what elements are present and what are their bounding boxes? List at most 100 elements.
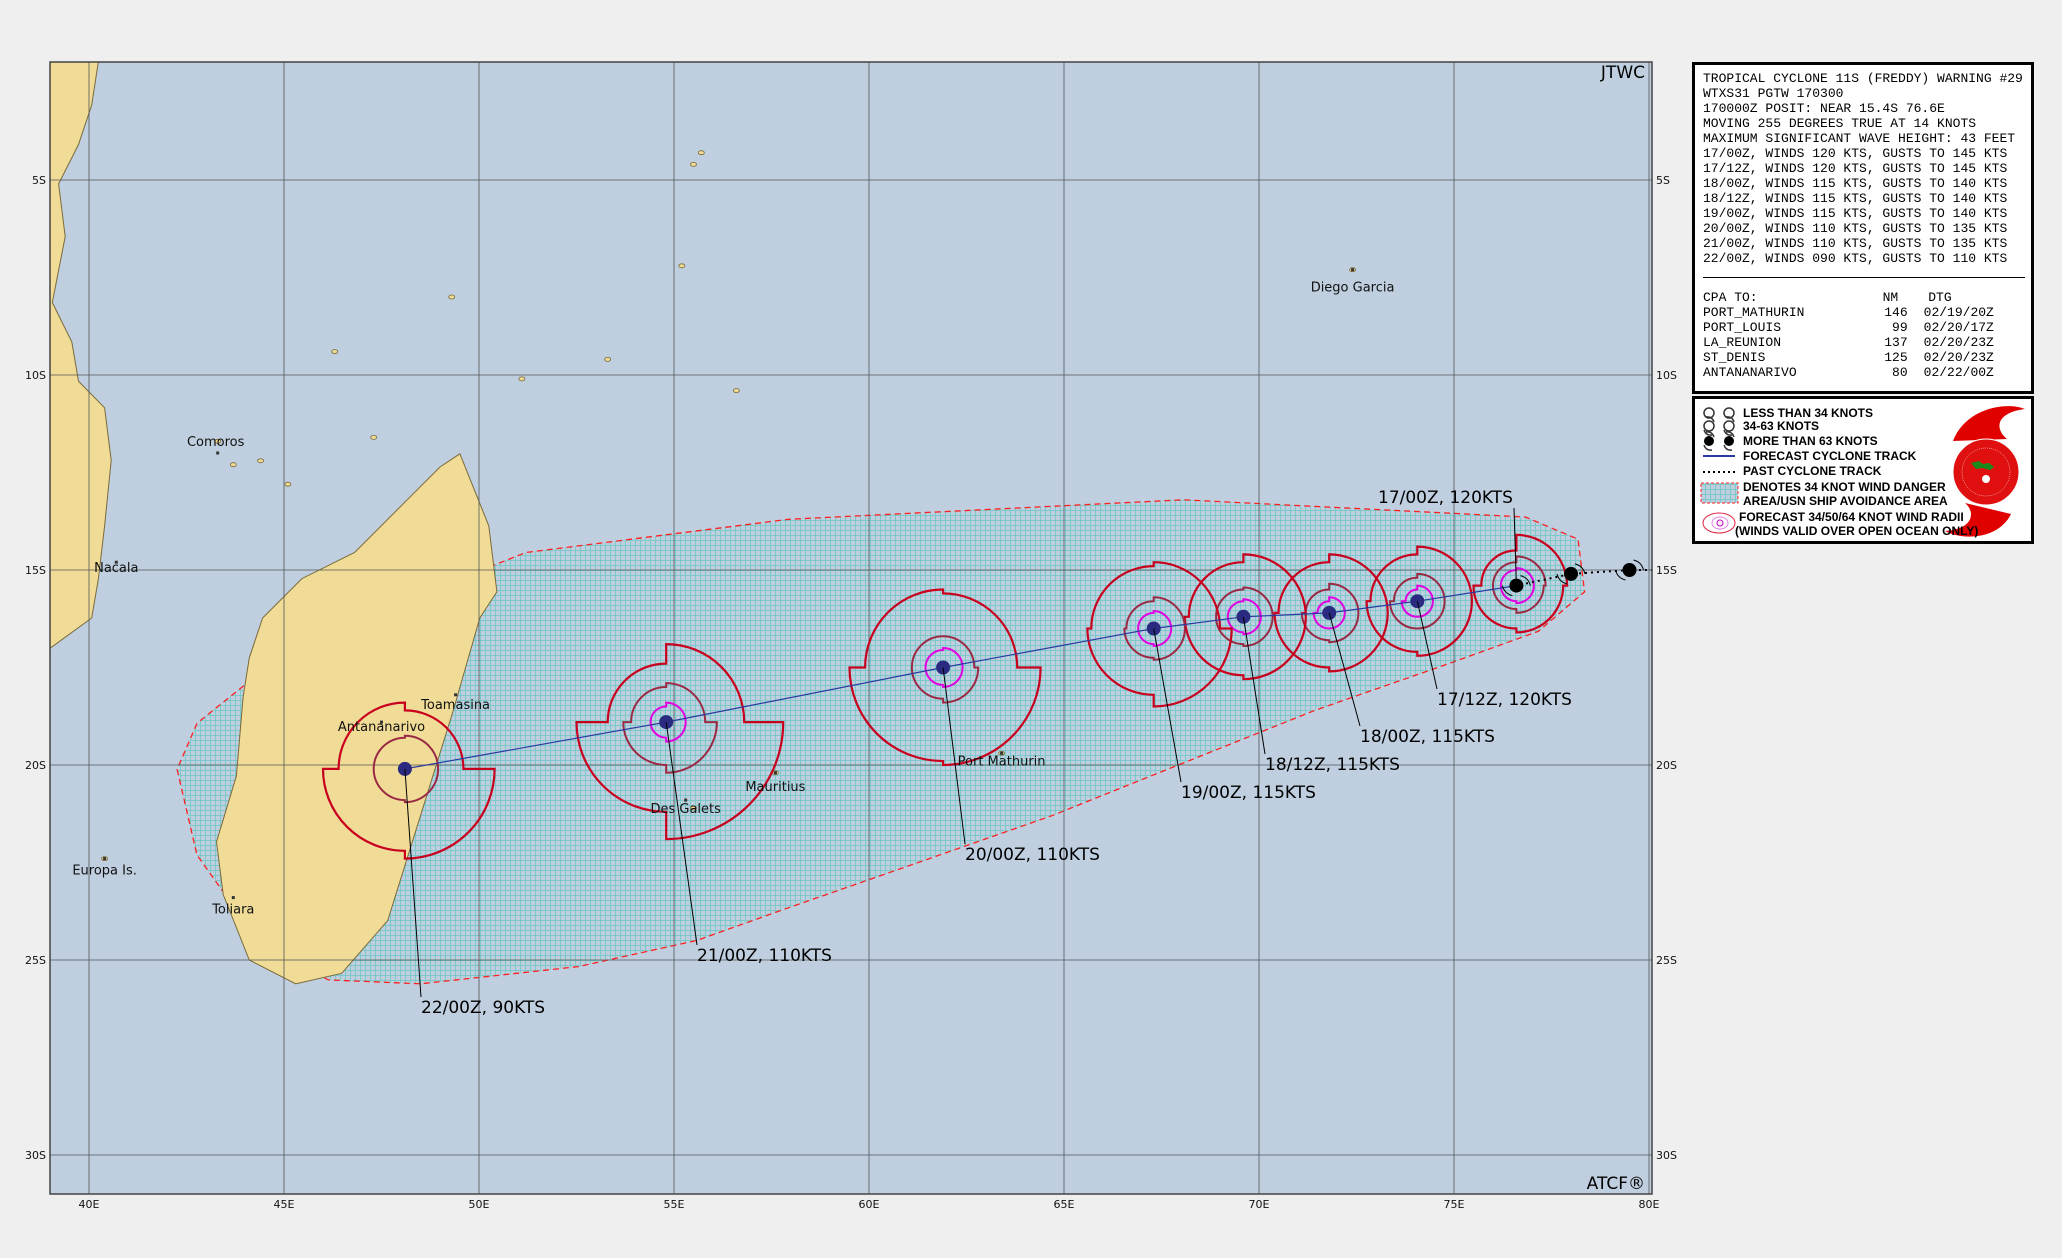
- island: [214, 438, 222, 444]
- warning-lines: TROPICAL CYCLONE 11S (FREDDY) WARNING #2…: [1703, 71, 2023, 266]
- lat-tick-label-right: 10S: [1656, 369, 1677, 382]
- legend-symbols: [1700, 406, 2025, 537]
- lon-tick-label: 65E: [1054, 1198, 1075, 1211]
- r34-wind-radius: [1183, 553, 1307, 681]
- lat-tick-label: 25S: [25, 954, 46, 967]
- r50-wind-radius: [910, 635, 980, 704]
- warning-line: 17/12Z, WINDS 120 KTS, GUSTS TO 145 KTS: [1703, 161, 2008, 176]
- cpa-to: PORT_MATHURIN: [1703, 305, 1805, 320]
- place-label: Nacala: [94, 561, 138, 576]
- r64-wind-radius: [1226, 598, 1262, 636]
- forecast-label: 18/12Z, 115KTS: [1265, 755, 1400, 775]
- place-label: Comoros: [187, 435, 245, 450]
- 34-63-knots-icon: [1703, 416, 1735, 436]
- cpa-list: PORT_MATHURIN 146 02/19/20Z PORT_LOUIS 99 02/…: [1703, 305, 2023, 380]
- africa-coast: [50, 62, 112, 649]
- cpa-dtg: 02/20/23Z: [1923, 335, 1994, 350]
- leader-line: [1153, 628, 1182, 783]
- legend-less-34: LESS THAN 34 KNOTS: [1743, 406, 1874, 420]
- r64-wind-radius: [1400, 584, 1434, 618]
- lat-tick-label-right: 15S: [1656, 564, 1677, 577]
- place-label: Des Galets: [650, 802, 721, 817]
- legend: LESS THAN 34 KNOTS 34-63 KNOTS MORE THAN…: [1692, 396, 2034, 544]
- r50-wind-radius: [1215, 586, 1274, 648]
- r50-wind-radius: [622, 682, 718, 774]
- place-marker: [380, 720, 383, 724]
- lat-tick-label: 5S: [32, 174, 46, 187]
- forecast-label: 22/00Z, 90KTS: [421, 998, 545, 1018]
- r64-wind-radius: [1137, 609, 1173, 648]
- cpa-row: ST_DENIS 125 02/20/23Z: [1703, 350, 2023, 365]
- r50-wind-radius: [372, 734, 440, 804]
- place-marker: [454, 693, 458, 697]
- island: [697, 150, 705, 156]
- r34-wind-radius: [1472, 533, 1569, 634]
- place-label: Mauritius: [745, 780, 805, 795]
- r34-wind-radius: [1365, 545, 1474, 657]
- warning-line: MOVING 255 DEGREES TRUE AT 14 KNOTS: [1703, 116, 1977, 131]
- warning-line: 22/00Z, WINDS 090 KTS, GUSTS TO 110 KTS: [1703, 251, 2008, 266]
- cpa-to: PORT_LOUIS: [1703, 320, 1782, 335]
- island: [284, 481, 292, 487]
- r34-wind-radius: [1086, 561, 1233, 708]
- warning-line: MAXIMUM SIGNIFICANT WAVE HEIGHT: 43 FEET: [1703, 131, 2016, 146]
- cpa-dtg: 02/19/20Z: [1923, 305, 1994, 320]
- cpa-nm: 80: [1892, 365, 1908, 380]
- leader-line: [404, 768, 422, 998]
- warning-text-box: TROPICAL CYCLONE 11S (FREDDY) WARNING #2…: [1692, 62, 2034, 394]
- place-label: Toamasina: [420, 698, 490, 713]
- legend-danger-2: AREA/USN SHIP AVOIDANCE AREA: [1743, 494, 1948, 508]
- place-marker: [1000, 751, 1004, 755]
- lat-tick-label: 30S: [25, 1149, 46, 1162]
- jtwc-logo: [1945, 406, 2025, 537]
- place-marker: [1351, 268, 1355, 272]
- leader-line: [942, 667, 966, 845]
- r34-wind-radius: [575, 642, 785, 841]
- lon-tick-label: 40E: [79, 1198, 100, 1211]
- less-than-34-icon: [1703, 407, 1735, 419]
- warning-line: 18/00Z, WINDS 115 KTS, GUSTS TO 140 KTS: [1703, 176, 2008, 191]
- more-than-63-icon: [1703, 431, 1735, 451]
- legend-34-63: 34-63 KNOTS: [1743, 419, 1820, 433]
- island: [678, 263, 686, 269]
- lat-tick-label-right: 20S: [1656, 759, 1677, 772]
- r64-wind-radius: [1499, 567, 1535, 605]
- cpa-dtg: 02/20/17Z: [1923, 320, 1994, 335]
- cpa-nm: 137: [1884, 335, 1908, 350]
- place-marker: [231, 896, 235, 900]
- warning-line: 18/12Z, WINDS 115 KTS, GUSTS TO 140 KTS: [1703, 191, 2008, 206]
- lon-tick-label: 60E: [859, 1198, 880, 1211]
- forecast-track: [404, 585, 1517, 770]
- island: [370, 434, 378, 440]
- warning-line: 17/00Z, WINDS 120 KTS, GUSTS TO 145 KTS: [1703, 146, 2008, 161]
- r50-wind-radius: [1123, 596, 1186, 661]
- madagascar: [215, 453, 498, 985]
- r50-wind-radius: [1388, 572, 1446, 630]
- leader-line: [1513, 507, 1517, 586]
- leader-line: [1416, 601, 1438, 690]
- past-position-icon: [1556, 563, 1586, 585]
- place-label: Antananarivo: [338, 720, 425, 735]
- cpa-row: ANTANANARIVO 80 02/22/00Z: [1703, 365, 2023, 380]
- warning-line: TROPICAL CYCLONE 11S (FREDDY) WARNING #2…: [1703, 71, 2023, 86]
- leader-line: [1328, 612, 1361, 727]
- legend-danger-1: DENOTES 34 KNOT WIND DANGER: [1743, 480, 1946, 494]
- r50-wind-radius: [1491, 555, 1547, 614]
- danger-area-icon: [1700, 482, 1739, 504]
- legend-past-track: PAST CYCLONE TRACK: [1743, 464, 1882, 478]
- r64-wind-radius: [649, 701, 687, 743]
- past-position-icon: [1615, 559, 1644, 581]
- wind-radii-icon: [1702, 512, 1736, 534]
- cpa-dtg-header: DTG: [1928, 290, 1952, 305]
- r34-wind-radius: [1273, 553, 1389, 673]
- r34-wind-radius: [848, 588, 1042, 767]
- warning-line: 20/00Z, WINDS 110 KTS, GUSTS TO 135 KTS: [1703, 221, 2008, 236]
- forecast-label: 17/12Z, 120KTS: [1437, 690, 1572, 710]
- atcf-label: ATCF®: [1587, 1174, 1645, 1194]
- forecast-label: 17/00Z, 120KTS: [1378, 488, 1513, 508]
- axis-ticks: 40E 45E 50E 55E 60E 65E 70E 75E 80E 5S 5S 10S 10S 15S…: [25, 174, 1677, 1211]
- forecast-label: 19/00Z, 115KTS: [1181, 783, 1316, 803]
- cpa-row: PORT_MATHURIN 146 02/19/20Z: [1703, 305, 2023, 320]
- legend-more-63: MORE THAN 63 KNOTS: [1743, 434, 1878, 448]
